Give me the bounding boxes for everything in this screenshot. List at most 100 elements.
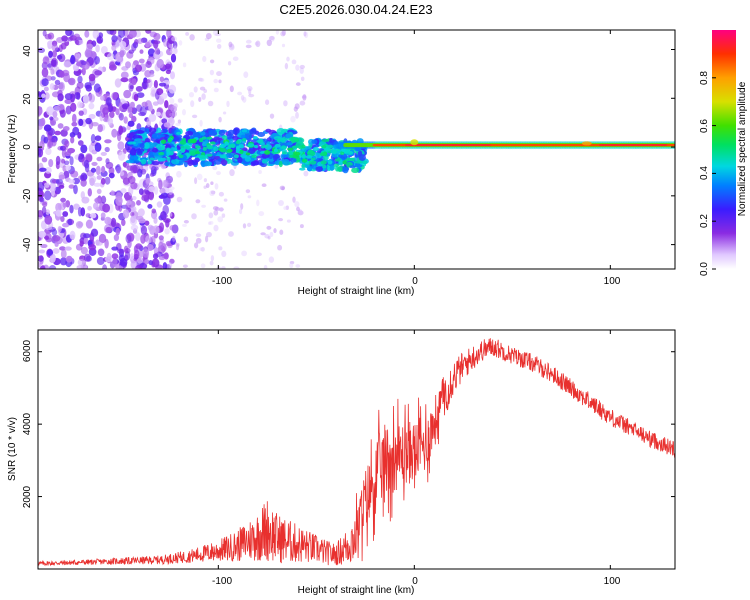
spectrogram-cell	[203, 185, 207, 189]
spectrogram-cell	[83, 233, 91, 239]
spectrogram-cell	[43, 86, 49, 92]
spectrogram-cell	[127, 120, 135, 127]
spectrogram-cell	[257, 131, 266, 138]
spectrogram-cell	[109, 64, 117, 71]
spectrogram-cell	[331, 150, 338, 154]
spectrogram-cell	[87, 205, 92, 211]
spectrogram-cell	[290, 136, 297, 142]
spectrogram-cell	[151, 133, 161, 139]
spectrogram-cell	[70, 170, 79, 178]
spectrogram-cell	[199, 247, 203, 251]
spectrogram-cell	[104, 238, 109, 249]
spectrogram-cell	[80, 60, 87, 66]
spectrogram-cell	[276, 128, 286, 135]
spectrogram-cell	[153, 32, 161, 41]
spectrogram-cell	[140, 234, 146, 244]
spectrogram-cell	[97, 124, 103, 133]
spectrogram-cell	[178, 154, 184, 159]
spectrogram-cell	[216, 71, 222, 77]
spectrogram-cell	[229, 169, 235, 177]
spectrogram-cell	[69, 30, 74, 37]
colorbar-tick-label: 0.8	[699, 71, 710, 85]
spectrogram-cell	[243, 71, 249, 78]
spectrogram-cell	[137, 208, 145, 217]
spectrogram-cell	[255, 40, 261, 48]
spectrogram-cell	[182, 223, 187, 227]
spectrogram-cell	[188, 91, 195, 98]
spectrogram-cell	[164, 228, 170, 235]
spectrogram-cell	[266, 225, 272, 230]
spectrogram-cell	[323, 155, 329, 160]
snr-xtick-label: 0	[412, 576, 418, 587]
spectrogram-cell	[230, 143, 236, 149]
spectrogram-cell	[153, 247, 159, 253]
spectrogram-cell	[218, 79, 222, 84]
spectrogram-cell	[322, 164, 327, 169]
spectrogram-cell	[315, 166, 323, 172]
spectrogram-cell	[111, 253, 119, 260]
spectrogram-cell	[59, 257, 68, 266]
spectrogram-cell	[294, 201, 300, 208]
spectrogram-cell	[301, 158, 308, 163]
spectrogram-cell	[67, 218, 73, 226]
spectrogram-cell	[142, 248, 150, 258]
spectrogram-cell	[76, 61, 82, 67]
spectrogram-cell	[138, 111, 146, 117]
spectrogram-cell	[49, 116, 54, 121]
spectrogram-cell	[112, 256, 118, 267]
spectrogram-cell	[226, 133, 233, 140]
spectrogram-cell	[151, 208, 157, 214]
spectrogram-cell	[54, 130, 61, 136]
spectrogram-cell	[108, 172, 115, 179]
spectrogram-cell	[84, 49, 91, 58]
spectrogram-cell	[137, 38, 143, 45]
spectrogram-cell	[52, 116, 59, 122]
spectrogram-cell	[165, 63, 171, 70]
spectrogram-cell	[50, 68, 55, 75]
spectrogram-cell	[133, 160, 140, 164]
spectrogram-cell	[194, 157, 200, 163]
spectrogram-cell	[104, 146, 110, 153]
spectrogram-cell	[287, 147, 294, 151]
spectrogram-cell	[43, 124, 52, 132]
spectrogram-cell	[299, 167, 306, 171]
spectrogram-cell	[41, 206, 47, 216]
snr-frame	[37, 329, 676, 570]
spectrogram-cell	[256, 252, 262, 257]
spectrogram-cell	[354, 160, 364, 164]
spectrogram-cell	[199, 119, 203, 127]
spectrogram-cell	[76, 265, 85, 269]
spectrogram-cell	[202, 146, 207, 151]
spectrogram-frame	[37, 29, 676, 270]
spectrogram-cell	[221, 250, 227, 258]
spectrogram-cell	[40, 243, 48, 249]
spectrogram-cell	[281, 43, 286, 48]
spectrogram-cell	[131, 115, 137, 123]
spectrogram-cell	[44, 92, 50, 100]
spectrogram-cell	[282, 151, 287, 155]
spectrogram-cell	[45, 225, 53, 231]
spectrogram-cell	[42, 56, 50, 65]
spectrogram-cell	[240, 94, 245, 101]
spectrogram-cell	[362, 160, 368, 165]
spectrogram-cell	[78, 110, 84, 116]
spectrogram-cell	[100, 95, 105, 101]
spectrogram-cell	[155, 90, 160, 100]
spectrogram-cell	[78, 118, 84, 127]
spectrogram-cell	[171, 36, 178, 42]
spectrogram-cell	[96, 156, 103, 162]
spectrogram-cell	[158, 255, 166, 261]
spectrogram-cell	[303, 170, 309, 177]
spectrogram-cell	[299, 64, 305, 69]
spectrogram-cell	[120, 71, 129, 79]
spectrogram-cell	[284, 62, 289, 70]
spectrogram-cell	[228, 41, 233, 48]
spectrogram-cell	[145, 41, 151, 48]
spectrogram-cell	[290, 157, 297, 163]
spectrogram-cell	[129, 101, 135, 109]
spectrogram-cell	[189, 151, 197, 156]
spectrogram-cell	[148, 113, 157, 122]
spectrogram-cell	[292, 196, 296, 203]
spectrogram-cell	[88, 143, 94, 153]
spectrogram-cell	[218, 246, 223, 251]
